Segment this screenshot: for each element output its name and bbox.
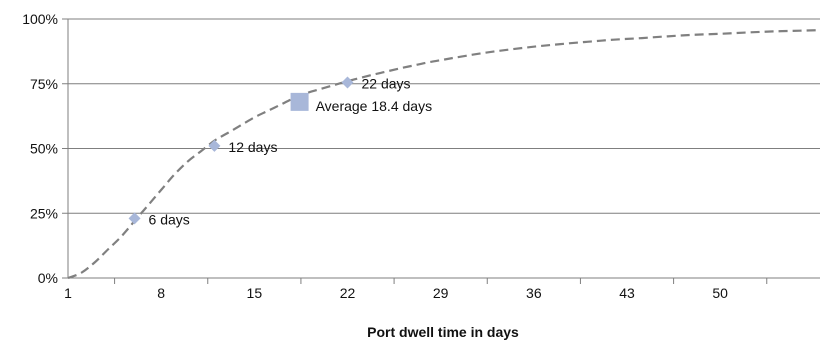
x-tick-label: 8 — [157, 285, 165, 301]
y-tick-label: 100% — [22, 11, 58, 27]
average-label: Average 18.4 days — [316, 98, 433, 114]
point-marker-1 — [208, 139, 221, 152]
average-marker — [290, 92, 309, 111]
annotated-points: 6 days 12 days 22 days Average 18.4 days — [128, 75, 433, 227]
x-tick-label: 36 — [526, 285, 542, 301]
series-group — [67, 29, 821, 280]
x-tick-label: 50 — [712, 285, 728, 301]
x-tick-label: 1 — [64, 285, 72, 301]
point-marker-0 — [128, 212, 141, 225]
gridlines — [68, 18, 820, 214]
point-label-2: 22 days — [362, 75, 411, 91]
x-tick-label: 15 — [247, 285, 263, 301]
point-label-0: 6 days — [149, 211, 190, 227]
x-axis-title: Port dwell time in days — [367, 324, 519, 340]
point-label-1: 12 days — [228, 139, 277, 155]
series-line-0 — [67, 29, 821, 280]
x-tick-label: 22 — [340, 285, 356, 301]
y-tick-label: 75% — [30, 76, 58, 92]
y-tick-label: 50% — [30, 141, 58, 157]
y-tick-label: 0% — [38, 270, 58, 286]
x-axis-ticks: 1 8 15 22 29 36 43 50 — [64, 278, 768, 301]
y-tick-label: 25% — [30, 205, 58, 221]
x-tick-label: 43 — [619, 285, 635, 301]
point-marker-2 — [341, 76, 354, 89]
y-axis-ticks: 0% 25% 50% 75% 100% — [22, 11, 68, 286]
x-tick-label: 29 — [433, 285, 449, 301]
